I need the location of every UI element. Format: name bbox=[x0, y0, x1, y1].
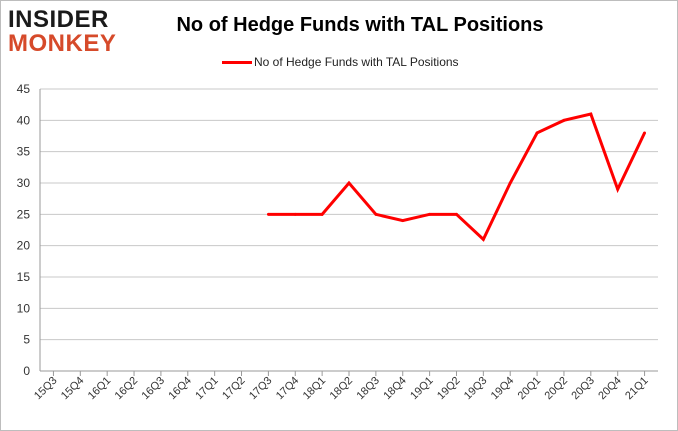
data-point bbox=[535, 131, 539, 135]
data-point bbox=[401, 219, 405, 223]
insider-monkey-logo: INSIDER MONKEY bbox=[8, 6, 128, 57]
x-tick-label: 20Q3 bbox=[569, 375, 597, 403]
data-point bbox=[320, 212, 324, 216]
x-tick-label: 18Q3 bbox=[354, 375, 382, 403]
x-tick-label: 15Q3 bbox=[32, 375, 60, 403]
x-tick-label: 19Q1 bbox=[408, 375, 436, 403]
y-tick-label: 5 bbox=[23, 333, 30, 347]
x-tick-label: 17Q3 bbox=[247, 375, 275, 403]
x-tick-label: 21Q1 bbox=[623, 375, 651, 403]
x-tick-label: 17Q1 bbox=[193, 375, 221, 403]
y-tick-label: 25 bbox=[17, 207, 31, 221]
x-tick-label: 16Q2 bbox=[113, 375, 141, 403]
legend-label: No of Hedge Funds with TAL Positions bbox=[254, 55, 459, 69]
chart-title: No of Hedge Funds with TAL Positions bbox=[176, 14, 544, 36]
data-point bbox=[508, 181, 512, 185]
x-tick-label: 18Q2 bbox=[328, 375, 356, 403]
legend-swatch bbox=[222, 60, 252, 64]
logo-line-2: MONKEY bbox=[8, 30, 117, 57]
y-tick-label: 10 bbox=[17, 301, 31, 315]
data-point bbox=[347, 181, 351, 185]
x-tick-label: 16Q3 bbox=[140, 375, 168, 403]
logo-line-1: INSIDER bbox=[8, 6, 109, 33]
chart-legend: No of Hedge Funds with TAL Positions bbox=[222, 54, 459, 70]
y-tick-label: 20 bbox=[17, 239, 31, 253]
y-tick-label: 35 bbox=[17, 145, 31, 159]
data-point bbox=[589, 112, 593, 116]
data-point bbox=[428, 212, 432, 216]
x-tick-label: 19Q2 bbox=[435, 375, 463, 403]
series-line bbox=[268, 112, 646, 242]
data-point bbox=[643, 131, 646, 135]
x-tick-label: 19Q3 bbox=[462, 375, 490, 403]
x-tick-label: 15Q4 bbox=[59, 375, 87, 403]
data-point bbox=[562, 118, 566, 122]
y-tick-label: 15 bbox=[17, 270, 31, 284]
x-tick-label: 17Q4 bbox=[274, 375, 302, 403]
data-point bbox=[481, 238, 485, 241]
data-point bbox=[374, 212, 378, 216]
x-tick-label: 17Q2 bbox=[220, 375, 248, 403]
x-tick-label: 16Q4 bbox=[166, 375, 194, 403]
y-tick-label: 30 bbox=[17, 176, 31, 190]
y-tick-label: 0 bbox=[23, 364, 30, 378]
x-tick-label: 19Q4 bbox=[489, 375, 517, 403]
x-tick-label: 18Q1 bbox=[301, 375, 329, 403]
x-tick-label: 16Q1 bbox=[86, 375, 114, 403]
x-tick-label: 20Q1 bbox=[516, 375, 544, 403]
y-tick-label: 45 bbox=[17, 82, 31, 96]
data-point bbox=[293, 212, 297, 216]
y-tick-label: 40 bbox=[17, 113, 31, 127]
x-tick-label: 20Q4 bbox=[596, 375, 624, 403]
data-point bbox=[266, 212, 270, 216]
data-point bbox=[455, 212, 458, 216]
data-point bbox=[616, 187, 620, 191]
x-tick-label: 20Q2 bbox=[543, 375, 571, 403]
x-tick-label: 18Q4 bbox=[381, 375, 409, 403]
